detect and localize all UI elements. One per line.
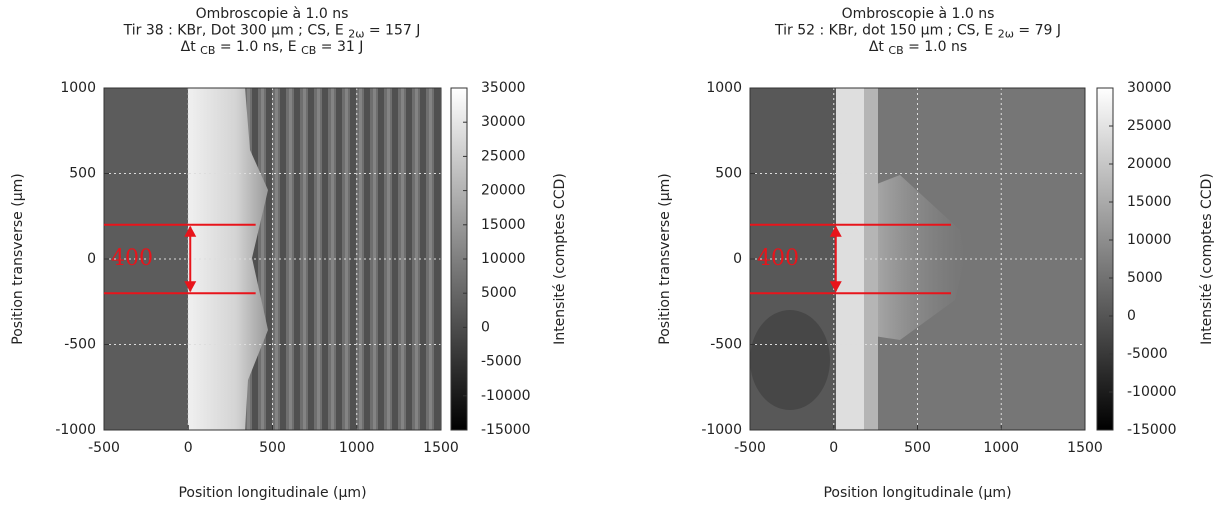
- title-segment: Ombroscopie à 1.0 ns: [196, 6, 349, 22]
- colorbar-tick-label: 5000: [1127, 270, 1163, 286]
- colorbar-tick-label: 35000: [481, 80, 526, 96]
- colorbar-tick-label: -5000: [481, 354, 522, 370]
- y-tick-label: 500: [69, 166, 96, 182]
- chart-title: Ombroscopie à 1.0 ns: [842, 6, 995, 22]
- colorbar-tick-label: 25000: [481, 148, 526, 164]
- y-tick-label: -1000: [701, 422, 742, 438]
- y-tick-label: 0: [733, 251, 742, 267]
- plot-frame: [749, 87, 1086, 431]
- colorbar: [1096, 87, 1114, 431]
- colorbar-tick-label: 20000: [481, 183, 526, 199]
- x-axis-label: Position longitudinale (µm): [823, 485, 1011, 501]
- colorbar-tick-label: -10000: [481, 388, 531, 404]
- arrow-head: [184, 225, 197, 237]
- x-tick-label: 0: [184, 440, 193, 456]
- y-tick-label: 500: [715, 166, 742, 182]
- title-segment: = 31 J: [316, 39, 363, 55]
- arrow-head: [184, 281, 197, 293]
- title-segment: = 1.0 ns, E: [215, 39, 301, 55]
- x-tick-label: 0: [829, 440, 838, 456]
- y-tick-label: 1000: [706, 80, 742, 96]
- y-axis-label: Position transverse (µm): [657, 173, 673, 344]
- x-tick-label: 1500: [1067, 440, 1103, 456]
- colorbar-tick-label: 25000: [1127, 118, 1172, 134]
- x-tick-label: 1000: [339, 440, 375, 456]
- plot-frame: [103, 87, 442, 431]
- colorbar-tick-label: 0: [1127, 308, 1136, 324]
- chart-title: Tir 38 : KBr, Dot 300 µm ; CS, E 2ω = 15…: [123, 23, 421, 41]
- y-tick-label: -500: [710, 337, 742, 353]
- title-segment: = 79 J: [1014, 23, 1061, 39]
- annotation-label: 400: [757, 246, 799, 271]
- annotation-label: 400: [111, 246, 153, 271]
- x-tick-label: 1000: [983, 440, 1019, 456]
- colorbar-tick-label: 5000: [481, 285, 517, 301]
- title-segment: Tir 52 : KBr, dot 150 µm ; CS, E: [774, 23, 998, 39]
- colorbar-tick-label: -15000: [1127, 422, 1177, 438]
- chart-title: Tir 52 : KBr, dot 150 µm ; CS, E 2ω = 79…: [774, 23, 1061, 41]
- title-segment: CB: [301, 44, 316, 57]
- colorbar-tick-label: 15000: [1127, 194, 1172, 210]
- colorbar-tick-label: -5000: [1127, 346, 1168, 362]
- title-segment: 2ω: [348, 28, 364, 41]
- title-segment: = 157 J: [364, 23, 420, 39]
- colorbar-tick-label: 30000: [481, 114, 526, 130]
- x-tick-label: -500: [734, 440, 766, 456]
- title-segment: 2ω: [998, 28, 1014, 41]
- colorbar-tick-label: 0: [481, 319, 490, 335]
- x-tick-label: 1500: [423, 440, 459, 456]
- title-segment: = 1.0 ns: [904, 39, 968, 55]
- title-segment: CB: [200, 44, 215, 57]
- x-tick-label: -500: [88, 440, 120, 456]
- colorbar-tick-label: -10000: [1127, 384, 1177, 400]
- colorbar-label: Intensité (comptes CCD): [552, 173, 568, 345]
- arrow-head: [829, 281, 842, 293]
- title-segment: Δt: [181, 39, 201, 55]
- colorbar-tick-label: 10000: [1127, 232, 1172, 248]
- title-segment: Δt: [869, 39, 889, 55]
- chart-title: Δt CB = 1.0 ns: [869, 39, 967, 57]
- y-tick-label: -1000: [55, 422, 96, 438]
- y-tick-label: 1000: [60, 80, 96, 96]
- colorbar-tick-label: 15000: [481, 217, 526, 233]
- y-tick-label: -500: [64, 337, 96, 353]
- title-segment: Ombroscopie à 1.0 ns: [842, 6, 995, 22]
- title-segment: Tir 38 : KBr, Dot 300 µm ; CS, E: [123, 23, 349, 39]
- title-segment: CB: [888, 44, 903, 57]
- x-tick-label: 500: [259, 440, 286, 456]
- x-axis-label: Position longitudinale (µm): [178, 485, 366, 501]
- colorbar-tick-label: 30000: [1127, 80, 1172, 96]
- y-axis-label: Position transverse (µm): [10, 173, 26, 344]
- chart-title: Ombroscopie à 1.0 ns: [196, 6, 349, 22]
- arrow-head: [829, 225, 842, 237]
- chart-title: Δt CB = 1.0 ns, E CB = 31 J: [181, 39, 364, 57]
- colorbar-tick-label: 10000: [481, 251, 526, 267]
- y-tick-label: 0: [87, 251, 96, 267]
- colorbar-tick-label: 20000: [1127, 156, 1172, 172]
- colorbar-label: Intensité (comptes CCD): [1199, 173, 1215, 345]
- x-tick-label: 500: [904, 440, 931, 456]
- colorbar-tick-label: -15000: [481, 422, 531, 438]
